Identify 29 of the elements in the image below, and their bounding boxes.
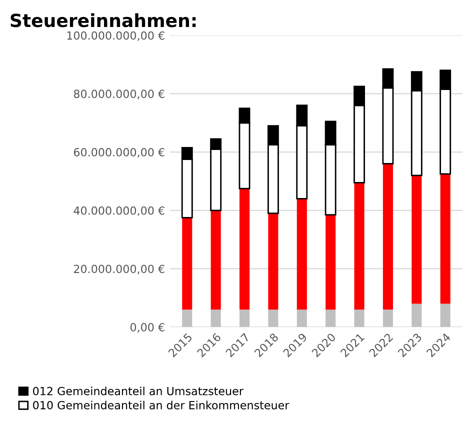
bar xyxy=(182,218,192,310)
bar xyxy=(354,182,364,310)
bar xyxy=(268,310,278,328)
bar xyxy=(440,304,450,328)
bar xyxy=(182,310,192,328)
chart-title: Steuereinnahmen: xyxy=(10,13,196,28)
bar xyxy=(412,175,422,304)
y-tick-label: 0,00 € xyxy=(130,323,164,333)
bar xyxy=(296,198,307,310)
bar xyxy=(382,310,393,328)
bar xyxy=(296,310,307,328)
bar xyxy=(210,210,221,310)
y-tick-label: 100.000.000,00 € xyxy=(67,31,164,41)
bar xyxy=(412,304,422,328)
bar xyxy=(440,174,450,304)
legend-label: 010 Gemeindeanteil an der Einkommensteuer xyxy=(33,400,290,410)
y-tick-label: 40.000.000,00 € xyxy=(74,206,164,216)
bar xyxy=(239,188,250,310)
bar xyxy=(354,310,364,328)
y-tick-label: 80.000.000,00 € xyxy=(74,90,164,100)
bar xyxy=(326,214,336,310)
bar xyxy=(239,310,250,328)
bar xyxy=(268,213,278,310)
y-tick-label: 20.000.000,00 € xyxy=(74,264,164,274)
legend-label: 012 Gemeindeanteil an Umsatzsteuer xyxy=(33,386,244,396)
bar xyxy=(382,164,393,310)
bar xyxy=(326,310,336,328)
bar xyxy=(210,310,221,328)
y-tick-label: 60.000.000,00 € xyxy=(74,148,164,158)
